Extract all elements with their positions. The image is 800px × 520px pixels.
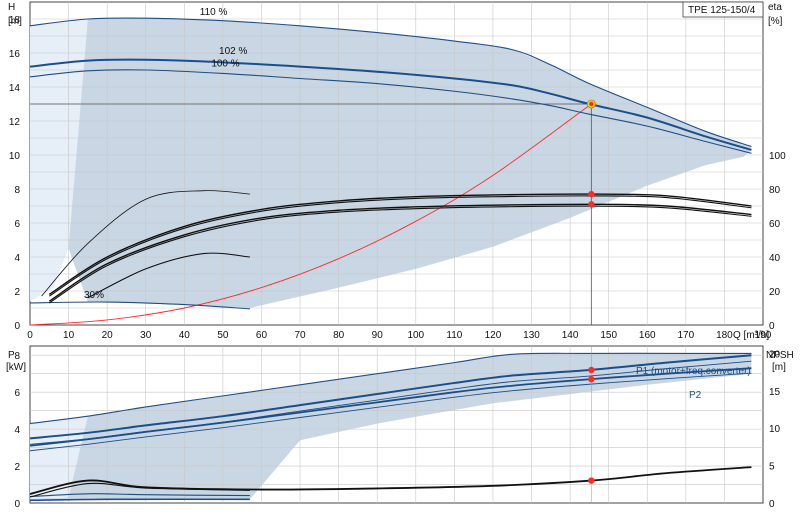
y-tick-label: 12: [9, 117, 21, 128]
efficiency-marker: [588, 201, 595, 208]
operating-range-area: [30, 18, 752, 309]
low-flow-area: [30, 19, 88, 302]
x-tick-label: 170: [677, 330, 694, 341]
y-tick-label: 6: [14, 219, 20, 230]
y-tick-label: 14: [9, 83, 21, 94]
curve-30: [29, 301, 250, 310]
efficiency-curve: [48, 203, 752, 302]
x-tick-label: 140: [562, 330, 579, 341]
legend-p2: P2: [689, 390, 702, 401]
x-tick-label: 20: [102, 330, 114, 341]
head-efficiency-panel: 0 10 20 30 40 50 60 70 80 90 100 110 120 130 140 150 160…: [8, 1, 786, 341]
y-tick-label: 2: [14, 287, 20, 298]
npsh-tick-label: 20: [769, 349, 781, 360]
x-tick-label: 0: [27, 330, 33, 341]
npsh-curve-low: [29, 482, 250, 498]
curve-102: [29, 58, 752, 151]
power-tick-label: 4: [14, 425, 20, 436]
eta-tick-label: 20: [769, 287, 781, 298]
power-tick-label: 0: [14, 499, 20, 510]
power-curve-p2-min: [29, 372, 752, 452]
y-axis-unit: [m]: [8, 16, 22, 27]
npsh-tick-label: 10: [769, 424, 781, 435]
y-tick-label: 10: [9, 151, 21, 162]
y-tick-label: 18: [9, 15, 21, 26]
x-tick-label: 30: [140, 330, 152, 341]
npsh-marker: [588, 477, 595, 484]
y-tick-label: 0: [14, 321, 20, 332]
npsh-tick-label: 0: [769, 499, 775, 510]
x-tick-label: 10: [63, 330, 75, 341]
power-curve-low-main: [29, 498, 250, 502]
eta-tick-label: 40: [769, 253, 781, 264]
eta-axis-unit: [%]: [768, 16, 783, 27]
y-tick-label: 4: [14, 253, 20, 264]
x-tick-label: 90: [372, 330, 384, 341]
power-marker: [588, 376, 595, 383]
power-marker: [588, 366, 595, 374]
title-box: [682, 1, 764, 18]
npsh-axis-label: NPSH: [766, 350, 794, 361]
x-tick-label: 50: [217, 330, 229, 341]
power-axis-label: P: [8, 350, 15, 361]
x-tick-label: 40: [179, 330, 191, 341]
y-tick-label: 16: [9, 49, 21, 60]
x-tick-label: 190: [755, 330, 772, 341]
chart-title: TPE 125-150/4: [688, 5, 756, 16]
y-tick-label: 8: [14, 185, 20, 196]
npsh-tick-label: 15: [769, 387, 781, 398]
x-tick-label: 130: [523, 330, 540, 341]
x-tick-label: 150: [600, 330, 617, 341]
efficiency-curve-min: [41, 190, 250, 297]
eta-axis-label: eta: [768, 2, 782, 13]
efficiency-curve: [48, 205, 752, 304]
x-tick-label: 70: [294, 330, 306, 341]
x-tick-label: 160: [639, 330, 656, 341]
label-110: 110 %: [200, 7, 228, 18]
x-tick-label: 60: [256, 330, 268, 341]
y-axis-label: H: [8, 2, 15, 13]
curve-100: [29, 69, 752, 154]
x-tick-label: 120: [485, 330, 502, 341]
curve-110: [29, 17, 752, 148]
efficiency-curve: [48, 193, 752, 295]
x-tick-label: 180: [716, 330, 733, 341]
label-100: 100 %: [211, 59, 239, 70]
eta-tick-label: 100: [769, 151, 786, 162]
eta-tick-label: 0: [769, 321, 775, 332]
npsh-curve: [29, 466, 752, 495]
power-tick-label: 8: [14, 351, 20, 362]
power-curve-p2: [29, 367, 752, 447]
power-curve-low: [29, 493, 250, 498]
grid-top: [30, 2, 763, 325]
power-curve-p1: [29, 354, 752, 440]
power-tick-label: 2: [14, 462, 20, 473]
power-range-area: [30, 353, 752, 500]
power-axis-unit: [kW]: [6, 362, 26, 373]
legend-p1: P1 (motor+freq.converter): [636, 366, 751, 377]
x-tick-label: 80: [333, 330, 345, 341]
efficiency-curve-low: [87, 252, 250, 299]
npsh-tick-label: 5: [769, 462, 775, 473]
grid-bottom: [30, 346, 763, 503]
npsh-axis-unit: [m]: [772, 362, 786, 373]
power-curve-max: [29, 352, 752, 425]
efficiency-curve: [48, 195, 752, 297]
label-102: 102 %: [219, 46, 247, 57]
x-tick-label: 110: [446, 330, 462, 341]
system-curve: [29, 103, 592, 326]
efficiency-marker: [588, 190, 595, 198]
x-axis-label: Q [m³/h]: [733, 330, 769, 341]
x-tick-label: 100: [407, 330, 424, 341]
eta-tick-label: 60: [769, 219, 781, 230]
power-tick-label: 6: [14, 388, 20, 399]
duty-point-dot: [589, 101, 594, 107]
label-30: 30%: [84, 290, 104, 301]
eta-tick-label: 80: [769, 185, 781, 196]
